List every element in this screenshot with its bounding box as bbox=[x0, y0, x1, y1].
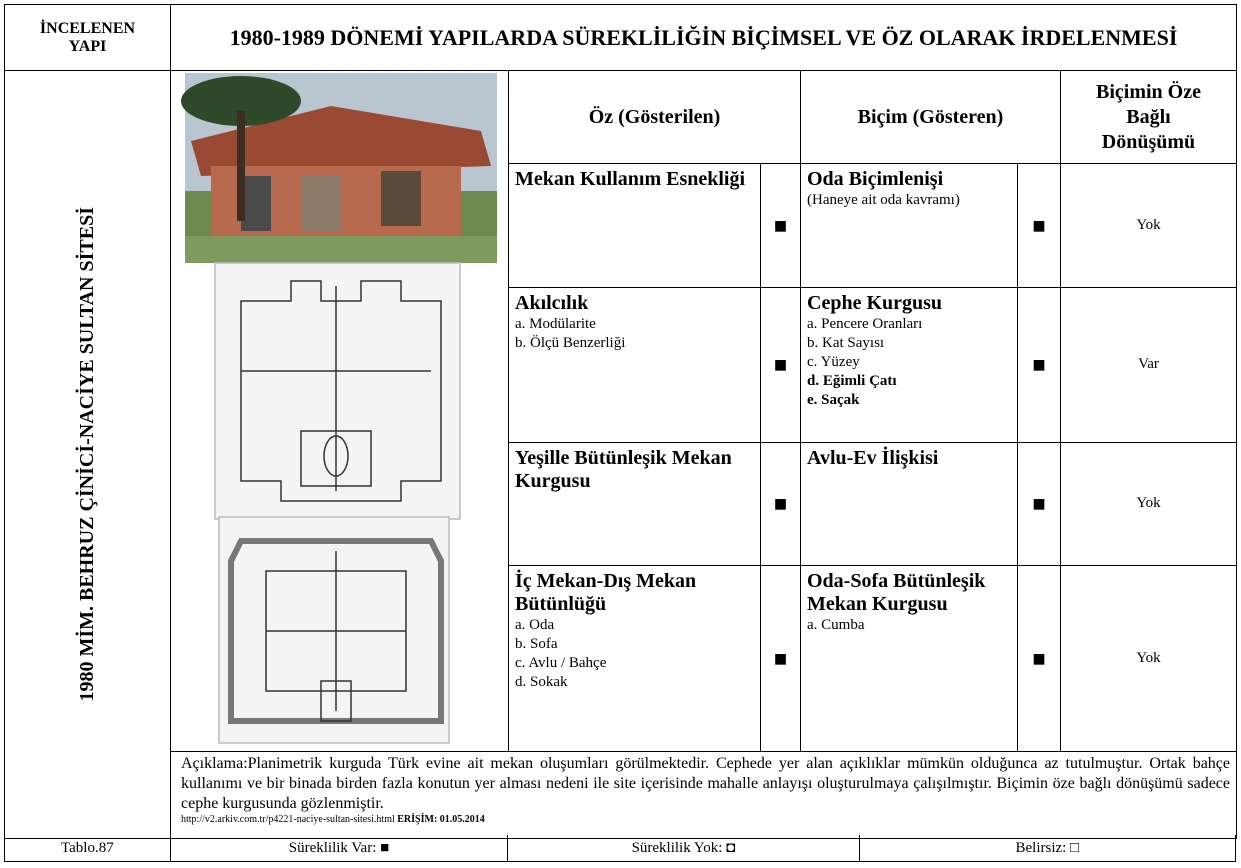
bicim-cell: Oda Biçimlenişi (Haneye ait oda kavramı) bbox=[800, 163, 1018, 288]
floor-plan-2 bbox=[218, 516, 450, 744]
oz-cell: Yeşille Bütünleşik Mekan Kurgusu bbox=[508, 441, 761, 567]
oz-cell: İç Mekan-Dış Mekan Bütünlüğü a. Oda b. Sof… bbox=[508, 565, 761, 752]
footer-cell: Belirsiz: □ bbox=[1015, 839, 1080, 856]
oz-item: a. Modülarite bbox=[515, 315, 596, 332]
column-header: Öz (Gösterilen) bbox=[508, 69, 801, 165]
bicim-mark: ■ bbox=[1017, 441, 1061, 567]
column-header-text: Biçimin Öze Bağlı Dönüşümü bbox=[1096, 80, 1201, 153]
oz-item: b. Sofa bbox=[515, 636, 558, 653]
building-name: 1980 MİM. BEHRUZ ÇİNİCİ-NACİYE SULTAN Sİ… bbox=[76, 207, 98, 702]
oz-mark: ■ bbox=[760, 441, 801, 567]
footer: Tablo.87 Süreklilik Var: ■ Süreklilik Yo… bbox=[4, 835, 1236, 862]
column-header: Biçim (Gösteren) bbox=[800, 69, 1061, 165]
footer-cell: Tablo.87 bbox=[5, 835, 171, 861]
bicim-item: b. Kat Sayısı bbox=[807, 334, 885, 351]
bicim-cell: Cephe Kurgusu a. Pencere Oranları b. Kat S… bbox=[800, 286, 1018, 443]
oz-cell: Mekan Kullanım Esnekliği bbox=[508, 163, 761, 288]
building-photo bbox=[181, 73, 497, 263]
bicim-item: c. Yüzey bbox=[807, 353, 860, 370]
floor-plan-1 bbox=[214, 262, 461, 520]
footer-cell: Süreklilik Var: ■ bbox=[171, 835, 509, 861]
donusum: Var bbox=[1060, 286, 1237, 443]
oz-item: c. Avlu / Bahçe bbox=[515, 655, 607, 672]
source-access: ERİŞİM: 01.05.2014 bbox=[397, 814, 485, 825]
description: Açıklama:Planimetrik kurguda Türk evine … bbox=[181, 755, 1230, 812]
bicim-mark: ■ bbox=[1017, 286, 1061, 443]
bicim-title: Oda-Sofa Bütünleşik Mekan Kurgusu bbox=[807, 570, 986, 616]
description-cell: Açıklama:Planimetrik kurguda Türk evine … bbox=[170, 751, 1237, 839]
oz-item: b. Ölçü Benzerliği bbox=[515, 334, 626, 351]
oz-cell: Akılcılık a. Modülarite b. Ölçü Benzerliği bbox=[508, 286, 761, 443]
oz-title: Mekan Kullanım Esnekliği bbox=[515, 168, 746, 191]
bicim-mark: ■ bbox=[1017, 163, 1061, 288]
bicim-cell: Oda-Sofa Bütünleşik Mekan Kurgusu a. Cumb… bbox=[800, 565, 1018, 752]
bicim-item: e. Saçak bbox=[807, 391, 860, 408]
analysis-table: İNCELENEN YAPI 1980-1989 DÖNEMİ YAPILARD… bbox=[4, 4, 1237, 839]
donusum: Yok bbox=[1060, 565, 1237, 752]
bicim-cell: Avlu-Ev İlişkisi bbox=[800, 441, 1018, 567]
oz-title: İç Mekan-Dış Mekan Bütünlüğü bbox=[515, 570, 697, 616]
source: http://v2.arkiv.com.tr/p4221-naciye-sult… bbox=[181, 814, 1230, 826]
oz-title: Akılcılık bbox=[515, 291, 589, 314]
bicim-item: a. Cumba bbox=[807, 617, 865, 634]
footer-cell: Süreklilik Yok: ◘ bbox=[508, 835, 860, 861]
images bbox=[181, 73, 497, 744]
oz-item: d. Sokak bbox=[515, 674, 568, 691]
bicim-title: Oda Biçimlenişi bbox=[807, 168, 944, 191]
oz-item: a. Oda bbox=[515, 617, 555, 634]
oz-title: Yeşille Bütünleşik Mekan Kurgusu bbox=[515, 446, 732, 492]
bicim-title: Avlu-Ev İlişkisi bbox=[807, 446, 939, 469]
header-title: 1980-1989 DÖNEMİ YAPILARDA SÜREKLİLİĞİN … bbox=[170, 4, 1237, 71]
column-header: Biçimin Öze Bağlı Dönüşümü bbox=[1060, 69, 1237, 165]
bicim-item: d. Eğimli Çatı bbox=[807, 372, 897, 389]
bicim-item: (Haneye ait oda kavramı) bbox=[807, 192, 960, 209]
oz-mark: ■ bbox=[760, 565, 801, 752]
donusum: Yok bbox=[1060, 163, 1237, 288]
bicim-mark: ■ bbox=[1017, 565, 1061, 752]
building-cell: 1980 MİM. BEHRUZ ÇİNİCİ-NACİYE SULTAN Sİ… bbox=[4, 70, 171, 839]
header-left: İNCELENEN YAPI bbox=[4, 4, 171, 71]
source-url: http://v2.arkiv.com.tr/p4221-naciye-sult… bbox=[181, 814, 395, 825]
bicim-item: a. Pencere Oranları bbox=[807, 315, 923, 332]
bicim-title: Cephe Kurgusu bbox=[807, 291, 943, 314]
oz-mark: ■ bbox=[760, 163, 801, 288]
oz-mark: ■ bbox=[760, 286, 801, 443]
header-left-text: İNCELENEN YAPI bbox=[39, 19, 136, 55]
image-cell bbox=[170, 70, 509, 752]
donusum: Yok bbox=[1060, 441, 1237, 567]
